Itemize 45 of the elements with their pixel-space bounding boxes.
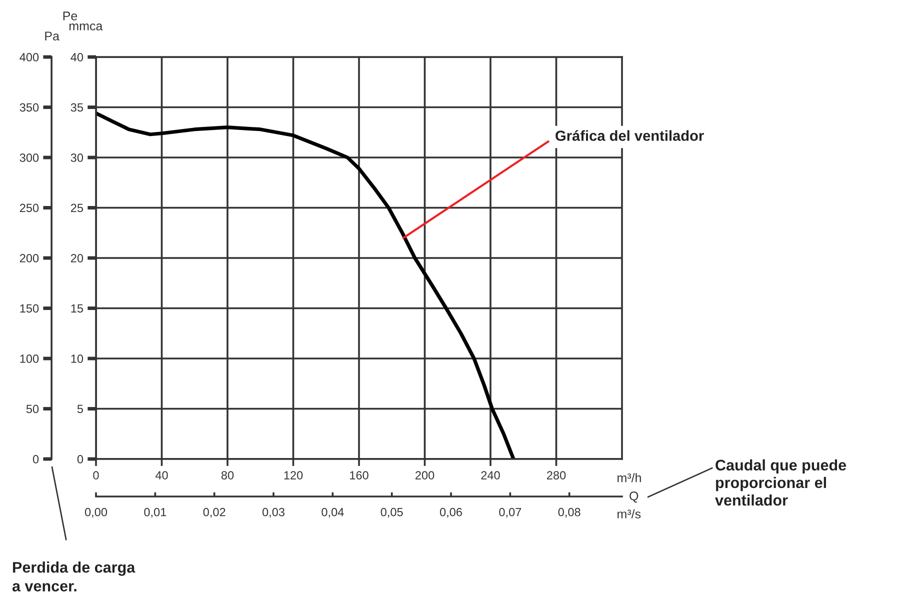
text: Pe	[63, 12, 78, 20]
x2-tick-label: 0,07	[499, 508, 522, 518]
x-tick-label: 240	[481, 471, 500, 480]
text: Q	[630, 492, 638, 503]
x2-tick-label: 0,01	[144, 508, 166, 518]
x-tick-label: 160	[350, 471, 368, 480]
y-tick-label: 30	[70, 154, 84, 162]
x-tick-label: 80	[221, 471, 234, 480]
text: Caudal que puede proporcionar el ventilador	[715, 459, 846, 506]
x2-tick-label: 0,00	[84, 508, 108, 518]
y2-tick-label: 250	[20, 204, 39, 212]
x-tick-label: 0	[93, 471, 99, 480]
annotation: Gráfica del ventilador	[556, 130, 704, 141]
y2-tick-label: 300	[20, 154, 39, 162]
y2-tick-label: 50	[26, 404, 39, 414]
y2-tick-label: 200	[20, 254, 39, 262]
x2-tick-label: 0,05	[380, 508, 403, 518]
y-tick-label: 25	[70, 204, 84, 212]
y-axis-title: mmca	[69, 24, 103, 30]
y2-tick-label: 350	[20, 103, 39, 112]
y2-axis-title: Pa	[45, 32, 60, 40]
y-tick-label: 5	[77, 404, 84, 414]
line-series	[96, 111, 516, 459]
x2-tick-label: 0,04	[322, 508, 344, 518]
x2-tick-label: 0,03	[262, 508, 284, 518]
x2-tick-label: 0,08	[558, 508, 580, 518]
x-tick-label: 200	[415, 471, 434, 480]
x2-axis-title: m³/s	[618, 509, 641, 518]
y2-tick-label: 150	[20, 304, 39, 313]
y-tick-label: 35	[70, 103, 84, 112]
y-tick-label: 20	[70, 254, 84, 262]
y2-tick-label: 400	[20, 53, 39, 62]
x2-tick-label: 0,02	[203, 508, 226, 518]
x-axis-title: m³/h	[618, 473, 641, 482]
y2-tick-label: 0	[32, 455, 39, 464]
x-tick-label: 120	[284, 471, 303, 480]
x-tick-label: 280	[546, 471, 566, 480]
y-tick-label: 10	[71, 354, 84, 363]
y-tick-label: 40	[70, 53, 84, 62]
x2-tick-label: 0,06	[440, 508, 462, 518]
y-tick-label: 0	[77, 455, 84, 464]
x-tick-label: 40	[155, 471, 168, 480]
text: Perdida de carga a vencer.	[12, 562, 136, 592]
y2-tick-label: 100	[20, 354, 39, 363]
y-tick-label: 15	[71, 304, 84, 313]
